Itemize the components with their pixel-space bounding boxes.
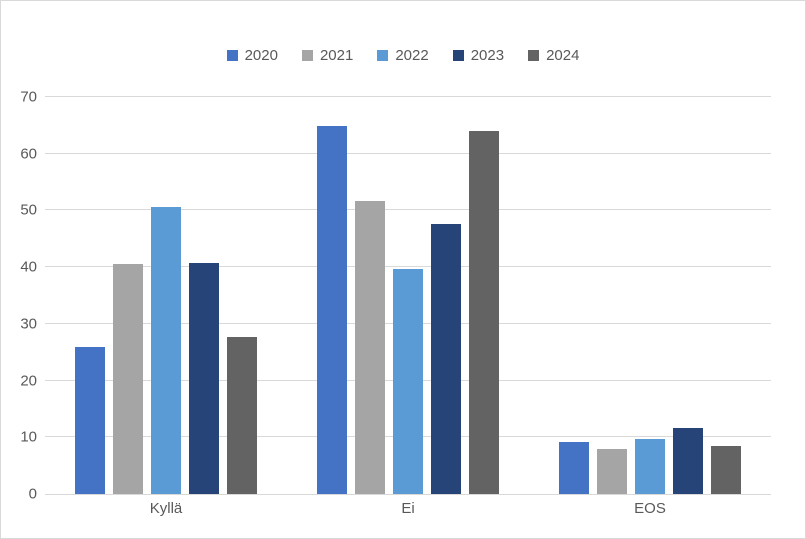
x-axis: Kyllä Ei EOS	[45, 500, 771, 517]
y-axis: 0 10 20 30 40 50 60 70	[1, 89, 37, 503]
y-tick-label-10: 10	[20, 428, 37, 446]
gridline-40	[45, 266, 771, 268]
plot-area	[45, 96, 771, 495]
y-tick-label-50: 50	[20, 201, 37, 219]
legend-item-2022: 2022	[377, 47, 429, 64]
bar-2022-Kyllä	[151, 206, 181, 494]
bar-2023-Kyllä	[189, 263, 219, 494]
bar-2022-EOS	[635, 439, 665, 494]
legend-marker-2024	[528, 50, 540, 61]
bar-group-Ei	[287, 97, 529, 494]
bar-2024-Kyllä	[227, 336, 257, 494]
bar-2020-Ei	[317, 125, 347, 494]
legend-marker-2022	[377, 50, 389, 61]
legend-label: 2024	[546, 47, 580, 64]
y-tick-label-40: 40	[20, 258, 37, 276]
bar-group-EOS	[529, 97, 771, 494]
legend-item-2020: 2020	[226, 47, 278, 64]
bar-2020-EOS	[559, 441, 589, 494]
legend-item-2024: 2024	[528, 47, 579, 64]
y-tick-label-30: 30	[20, 315, 37, 333]
y-tick-label-60: 60	[20, 145, 37, 163]
x-tick-label-Kyllä: Kyllä	[149, 500, 183, 517]
legend-label: 2022	[395, 47, 429, 64]
legend-label: 2023	[470, 47, 505, 64]
legend-marker-2021	[301, 50, 313, 61]
y-tick-label-20: 20	[20, 372, 37, 390]
legend-item-2023: 2023	[452, 47, 505, 64]
legend-label: 2021	[319, 47, 354, 64]
x-tick-label-EOS: EOS	[634, 500, 666, 517]
chart-legend: 2020 2021 2022 2023 2024	[1, 47, 805, 64]
bar-2024-Ei	[469, 130, 499, 494]
bar-2021-Ei	[355, 200, 385, 494]
bar-2023-Ei	[431, 223, 461, 494]
bar-2021-EOS	[597, 448, 627, 494]
gridline-70	[45, 96, 771, 97]
bar-groups	[45, 97, 771, 494]
legend-item-2021: 2021	[301, 47, 354, 64]
bar-group-Kyllä	[45, 97, 287, 494]
gridline-50	[45, 209, 771, 211]
bar-2023-EOS	[673, 427, 703, 494]
legend-marker-2020	[226, 50, 238, 61]
bar-2021-Kyllä	[113, 264, 143, 494]
y-tick-label-0: 0	[28, 485, 37, 503]
y-tick-label-70: 70	[20, 88, 37, 106]
bar-2020-Kyllä	[75, 346, 105, 494]
legend-label: 2020	[244, 47, 278, 64]
legend-marker-2023	[452, 50, 464, 61]
bar-2022-Ei	[393, 269, 423, 494]
gridline-60	[45, 152, 771, 154]
bar-2024-EOS	[711, 445, 741, 494]
x-tick-label-Ei: Ei	[401, 500, 415, 517]
